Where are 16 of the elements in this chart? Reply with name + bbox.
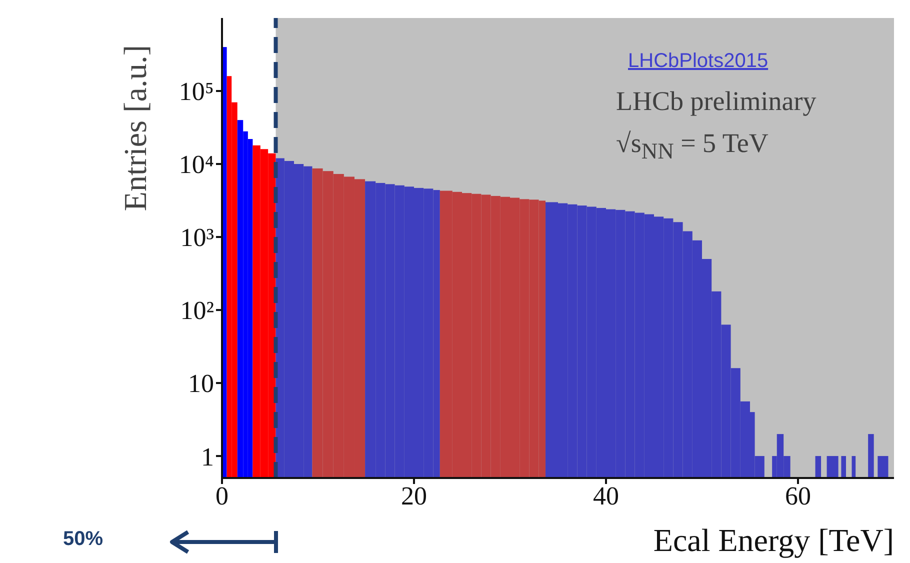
y-axis-title: Entries [a.u.] (117, 44, 153, 212)
y-tick-label: 1 (201, 442, 214, 472)
x-tick-label: 20 (401, 481, 427, 510)
y-tick-label: 10⁴ (178, 150, 214, 180)
text: 50% (63, 528, 104, 551)
x-tick-label: 40 (593, 481, 619, 510)
annotation: √s$_{NN}$ = 5 TeV (616, 128, 768, 164)
x-tick-label: 60 (785, 481, 811, 510)
y-tick-label: 10⁵ (178, 77, 214, 106)
y-tick-label: 10 (188, 369, 214, 398)
x-tick-label: 0 (216, 481, 228, 510)
y-tick-label: 10³ (180, 223, 214, 252)
annotation: LHCb preliminary (616, 86, 816, 117)
y-tick-label: 10² (180, 296, 214, 326)
annotation: LHCbPlots2015 (628, 50, 768, 73)
x-axis-title: Ecal Energy [TeV] (653, 522, 894, 558)
